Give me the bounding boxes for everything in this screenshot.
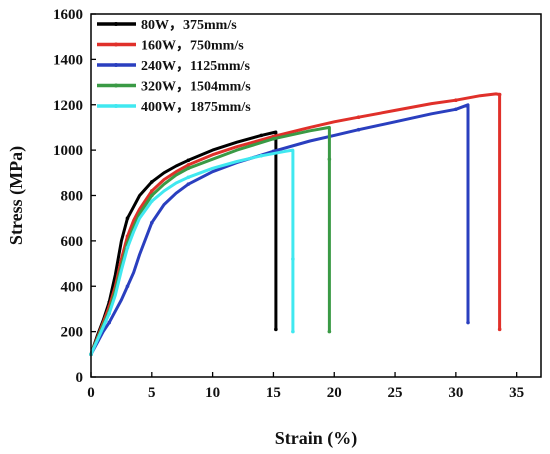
x-tick-label: 25	[388, 385, 403, 401]
series-1-point	[150, 180, 154, 184]
series-line-3	[89, 103, 470, 356]
legend-label: 80W，375mm/s	[141, 18, 237, 33]
legend-marker	[114, 104, 118, 108]
legend-marker	[114, 42, 118, 47]
series-5-point	[125, 245, 130, 250]
series-2-point	[356, 115, 361, 120]
series-layer	[89, 92, 502, 357]
series-line-5	[89, 148, 295, 355]
series-3-point	[186, 182, 191, 186]
series-5-point	[291, 329, 295, 334]
y-tick-label: 1200	[53, 98, 83, 114]
series-4-point	[150, 193, 154, 198]
series-5-point	[259, 153, 264, 158]
y-axis-title: Stress (MPa)	[6, 146, 27, 245]
series-4-point	[271, 136, 276, 141]
series-5-point	[150, 199, 154, 203]
y-tick-label: 1600	[53, 7, 83, 23]
x-tick-label: 10	[205, 385, 220, 401]
series-5-point	[291, 257, 295, 261]
series-4-point	[186, 166, 191, 171]
x-tick-label: 0	[87, 385, 95, 401]
series-3-point	[466, 320, 470, 325]
series-2-point	[150, 189, 154, 193]
legend-marker	[114, 22, 118, 26]
x-tick-label: 30	[448, 385, 463, 401]
legend-label: 320W，1504mm/s	[141, 80, 251, 95]
series-1-point	[125, 216, 130, 220]
series-5-point	[107, 311, 112, 316]
y-tick-label: 600	[61, 234, 84, 250]
legend: 80W，375mm/s 160W，750mm/s 240W，1125mm/s 320W…	[97, 18, 251, 115]
series-5-point	[186, 175, 191, 180]
series-3-point	[150, 220, 154, 225]
series-1-point	[186, 158, 191, 163]
series-3-point	[454, 107, 458, 112]
series-4-point	[327, 329, 332, 334]
series-2-point	[186, 163, 191, 167]
x-tick-label: 15	[266, 385, 281, 401]
legend-label: 240W，1125mm/s	[141, 59, 250, 74]
series-2-point	[497, 92, 502, 97]
y-tick-label: 0	[76, 370, 84, 386]
series-2-point	[454, 98, 458, 103]
legend-marker	[114, 83, 118, 88]
series-1-point	[274, 327, 278, 332]
series-3-point	[125, 284, 130, 289]
series-3-point	[356, 127, 361, 132]
y-axis: 0 200 400 600 800 1000 1200 1400 1600	[53, 7, 96, 386]
series-line-1	[89, 130, 278, 355]
x-tick-label: 5	[148, 385, 156, 401]
series-1-point	[259, 133, 264, 138]
legend-label: 400W，1875mm/s	[141, 100, 251, 115]
x-axis-title: Strain (%)	[275, 428, 358, 449]
y-tick-label: 800	[61, 189, 84, 205]
legend-marker	[114, 63, 118, 67]
y-tick-label: 1000	[53, 143, 83, 159]
y-tick-label: 200	[61, 325, 84, 341]
legend-label: 160W，750mm/s	[141, 39, 244, 54]
x-tick-label: 20	[327, 385, 342, 401]
x-axis: 0 5 10 15 20 25 30 35	[87, 372, 524, 401]
y-tick-label: 1400	[53, 52, 83, 68]
x-tick-label: 35	[509, 385, 524, 401]
series-2-point	[497, 327, 502, 332]
y-tick-label: 400	[61, 279, 84, 295]
series-4-point	[327, 157, 332, 161]
series-3-point	[107, 320, 112, 325]
